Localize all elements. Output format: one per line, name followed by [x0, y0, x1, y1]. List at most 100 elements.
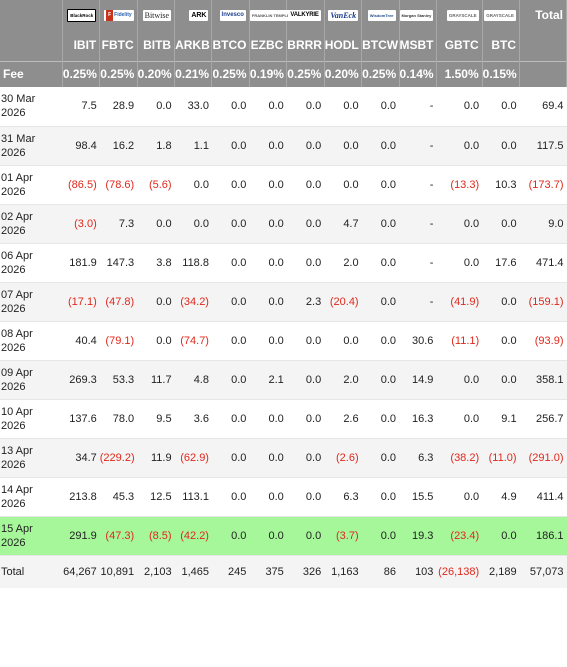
row-date-day: 10 Apr — [1, 405, 33, 418]
flow-cell: (41.9) — [450, 295, 480, 308]
flow-cell: 0.0 — [463, 100, 480, 113]
flow-cell: 0.0 — [380, 334, 397, 347]
ticker-brrr: BRRR — [286, 30, 325, 61]
flow-cell: 0.0 — [501, 100, 517, 113]
flow-cell: 0.0 — [501, 529, 517, 542]
flow-cell: - — [429, 178, 434, 191]
flow-cell: 30.6 — [412, 334, 434, 347]
flow-cell: 0.0 — [231, 529, 247, 542]
flow-cell: 0.0 — [463, 217, 480, 230]
table-row: 01 Apr 2026 (86.5) (78.6) (5.6) 0.0 0.0 0.0 0.0 0… — [0, 165, 567, 204]
flow-cell: 0.0 — [380, 100, 397, 113]
flow-cell: 0.0 — [305, 529, 322, 542]
invesco-logo: Invesco — [219, 10, 246, 22]
row-date: 02 Apr 2026 — [0, 204, 62, 243]
totals-cell: 1,465 — [181, 565, 209, 578]
flow-cell: 33.0 — [187, 100, 209, 113]
row-date-day: 30 Mar — [1, 93, 36, 106]
flow-cell: 0.0 — [268, 100, 284, 113]
table-row: 07 Apr 2026 (17.1) (47.8) 0.0 (34.2) 0.0 0.0 2.3… — [0, 282, 567, 321]
ark-logo: ARK — [189, 10, 209, 22]
flow-cell: 0.0 — [305, 256, 322, 269]
flow-cell: 0.0 — [380, 217, 397, 230]
flow-cell: 40.4 — [75, 334, 97, 347]
ticker-ezbc: EZBC — [249, 30, 288, 61]
flow-cell: 0.0 — [305, 412, 322, 425]
row-date: 14 Apr 2026 — [0, 477, 62, 516]
row-date-day: 07 Apr — [1, 288, 33, 301]
flow-cell: 147.3 — [106, 256, 135, 269]
ticker-btc: BTC — [482, 30, 521, 61]
flow-cell: (20.4) — [329, 295, 359, 308]
totals-cell: 1,163 — [331, 565, 359, 578]
row-date-year: 2026 — [1, 419, 26, 432]
totals-label: Total — [1, 565, 25, 578]
ticker-hodl: HODL — [324, 30, 363, 61]
flow-cell: 0.0 — [268, 334, 284, 347]
row-total: (291.0) — [528, 451, 564, 464]
flow-cell: 0.0 — [231, 295, 247, 308]
flow-cell: 0.0 — [156, 100, 172, 113]
row-date-day: 08 Apr — [1, 327, 33, 340]
row-total: 9.0 — [548, 217, 564, 230]
issuer-cell: F Fidelity — [99, 0, 138, 30]
flow-cell: 0.0 — [268, 295, 284, 308]
flow-cell: 0.0 — [380, 529, 397, 542]
totals-cell: (26,138) — [438, 565, 480, 578]
row-date: 07 Apr 2026 — [0, 282, 62, 321]
ticker-arkb: ARKB — [174, 30, 213, 61]
totals-cell: 245 — [228, 565, 247, 578]
flow-cell: 118.8 — [182, 256, 209, 269]
fee-cell: 0.19% — [249, 61, 288, 87]
flow-cell: 4.9 — [501, 490, 517, 503]
flow-cell: - — [429, 256, 434, 269]
flow-cell: 0.0 — [231, 256, 247, 269]
totals-cell: 326 — [302, 565, 322, 578]
ticker-gbtc: GBTC — [436, 30, 483, 61]
ticker-corner — [0, 30, 63, 61]
row-total: (173.7) — [528, 178, 564, 191]
flow-cell: 0.0 — [231, 451, 247, 464]
row-date-day: 06 Apr — [1, 249, 33, 262]
row-date-day: 14 Apr — [1, 483, 33, 496]
flow-cell: 291.9 — [69, 529, 97, 542]
flow-cell: 1.1 — [193, 139, 209, 152]
row-date-year: 2026 — [1, 458, 26, 471]
row-date: 15 Apr 2026 — [0, 516, 62, 555]
fee-total-blank — [519, 61, 567, 87]
row-date-year: 2026 — [1, 263, 26, 276]
wisdomtree-logo: WisdomTree — [367, 10, 396, 22]
row-total: 117.5 — [536, 139, 564, 152]
row-date: 09 Apr 2026 — [0, 360, 62, 399]
issuer-cell: BlackRock — [62, 0, 101, 30]
ticker-btco: BTCO — [211, 30, 250, 61]
flow-cell: 0.0 — [156, 334, 172, 347]
table-body: 30 Mar 2026 7.5 28.9 0.0 33.0 0.0 0.0 0.0 0.0 0.0-… — [0, 87, 567, 588]
flow-cell: 2.6 — [343, 412, 359, 425]
flow-cell: 0.0 — [268, 412, 284, 425]
flow-cell: 0.0 — [231, 334, 247, 347]
flow-cell: 0.0 — [305, 490, 322, 503]
flow-cell: 17.6 — [495, 256, 517, 269]
flow-cell: 1.8 — [156, 139, 172, 152]
flow-cell: (42.2) — [180, 529, 209, 542]
flow-cell: 0.0 — [231, 373, 247, 386]
flow-cell: 0.0 — [156, 295, 172, 308]
totals-row: Total 64,267 10,891 2,103 1,465 245 375 326 1,16… — [0, 555, 567, 588]
row-total: (159.1) — [528, 295, 564, 308]
valkyrie-logo: VALKYRIE — [288, 10, 321, 22]
flow-cell: - — [429, 295, 434, 308]
row-date-year: 2026 — [1, 536, 26, 549]
flow-cell: 0.0 — [343, 100, 359, 113]
flow-cell: 4.7 — [343, 217, 359, 230]
table-row: 02 Apr 2026 (3.0) 7.3 0.0 0.0 0.0 0.0 0.0 4.7 0.0 -… — [0, 204, 567, 243]
flow-cell: 0.0 — [268, 139, 284, 152]
flow-cell: 0.0 — [380, 139, 397, 152]
row-date-day: 02 Apr — [1, 210, 33, 223]
flow-cell: 2.0 — [343, 256, 359, 269]
grayscale-logo: GRAYSCALE — [446, 10, 479, 22]
flow-cell: (79.1) — [105, 334, 135, 347]
totals-cell: 2,103 — [144, 565, 172, 578]
flow-cell: 0.0 — [305, 139, 322, 152]
table-row: 06 Apr 2026 181.9 147.3 3.8 118.8 0.0 0.0 0.0 2.0… — [0, 243, 567, 282]
